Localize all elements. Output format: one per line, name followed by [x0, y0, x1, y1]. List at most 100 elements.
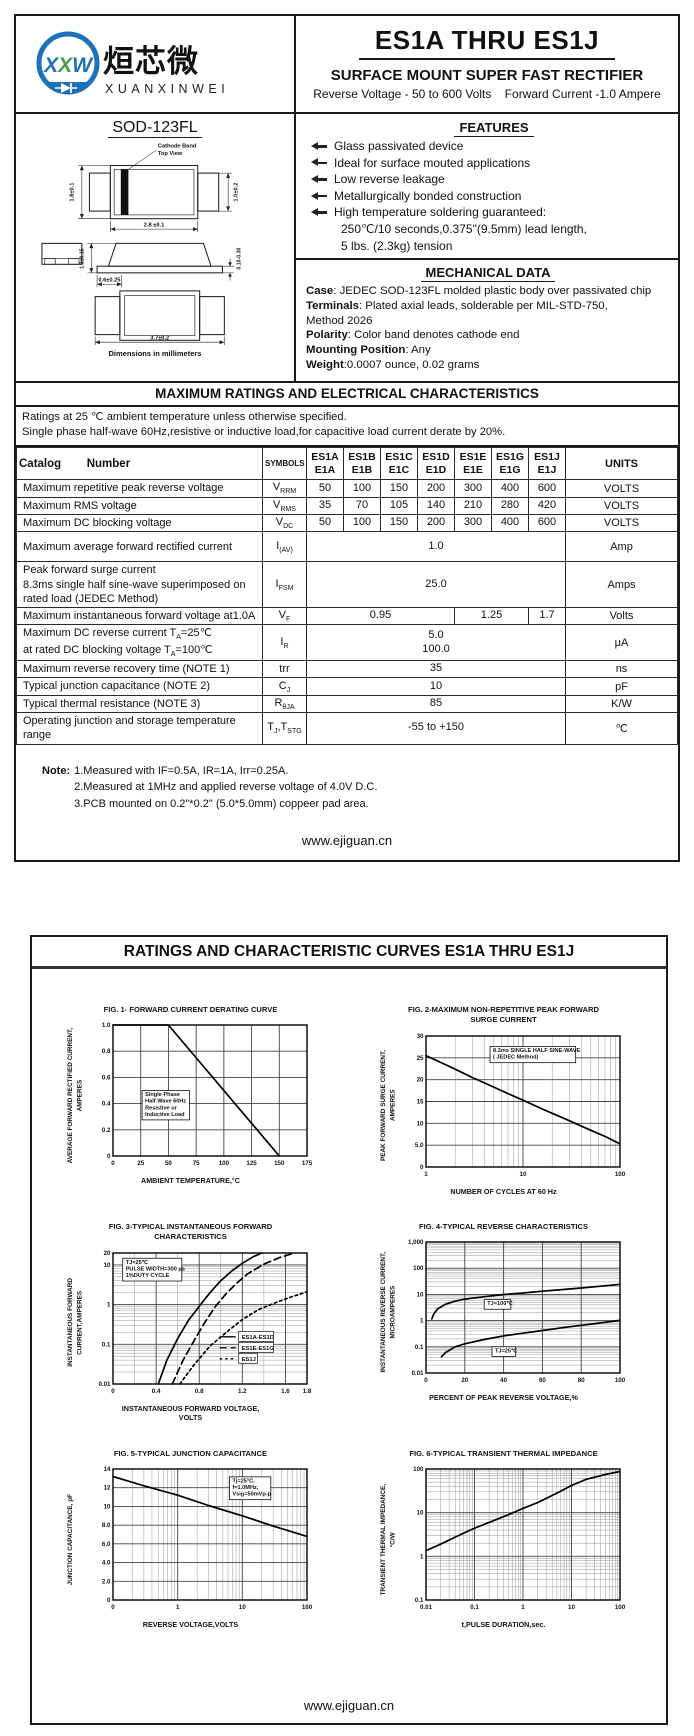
table-row: Maximum reverse recovery time (NOTE 1) tr…	[16, 660, 678, 679]
y-axis-label: PEAK FORWARD SURGE CURRENT, AMPERES	[379, 1049, 397, 1161]
value-cell: 100	[343, 513, 381, 533]
dim-lead-height: 1.0±0.2	[234, 183, 240, 202]
svg-text:100: 100	[614, 1604, 625, 1611]
unit-cell: K/W	[565, 694, 678, 714]
datasheet-page-1: XXW 烜芯微 XUANXINWEI ES1A THRU ES1J SURFAC…	[14, 14, 680, 862]
svg-text:0.8: 0.8	[194, 1388, 203, 1395]
x-axis-label: AMBIENT TEMPERATURE,°C	[141, 1176, 240, 1186]
svg-text:( JEDEC Method): ( JEDEC Method)	[493, 1054, 539, 1060]
figure-title: FIG. 6-TYPICAL TRANSIENT THERMAL IMPEDAN…	[409, 1449, 598, 1459]
svg-text:1: 1	[521, 1604, 525, 1611]
feature-text: 5 lbs. (2.3kg) tension	[341, 238, 453, 253]
symbol-cell: CJ	[262, 677, 307, 696]
unit-cell: μA	[565, 624, 678, 662]
svg-text:8.3ms SINGLE HALF SINE-WAVE: 8.3ms SINGLE HALF SINE-WAVE	[493, 1048, 581, 1054]
device-name: ES1C	[385, 451, 413, 464]
y-axis-label: TRANSIENT THERMAL IMPEDANCE, °C/W	[379, 1483, 397, 1596]
symbol-cell: VRMS	[262, 496, 307, 516]
value-cell: 85	[306, 694, 566, 714]
svg-text:125: 125	[246, 1160, 257, 1167]
device-column-header: ES1A E1A	[306, 447, 344, 481]
symbol-cell: VRRM	[262, 479, 307, 498]
arrow-bullet-icon	[311, 208, 327, 216]
page1-footer-url: www.ejiguan.cn	[301, 833, 393, 848]
mechanical-data-line: Terminals: Plated axial leads, solderabl…	[306, 299, 608, 312]
svg-text:10: 10	[416, 1120, 423, 1127]
svg-text:100: 100	[614, 1171, 625, 1178]
figure-5-typical-junction-capacitance: FIG. 5-TYPICAL JUNCTION CAPACITANCE JUNC…	[36, 1449, 345, 1630]
feature-item: 5 lbs. (2.3kg) tension	[341, 239, 670, 255]
device-column-header: ES1E E1E	[454, 447, 492, 481]
svg-text:150: 150	[274, 1160, 285, 1167]
svg-text:0: 0	[420, 1164, 424, 1171]
svg-text:100: 100	[301, 1604, 312, 1611]
svg-text:14: 14	[103, 1466, 110, 1473]
unit-cell: Amp	[565, 531, 678, 563]
parameter-line: Maximum reverse recovery time (NOTE 1)	[23, 663, 230, 676]
svg-text:5.0: 5.0	[414, 1142, 423, 1149]
svg-text:Tj=25°C,: Tj=25°C,	[232, 1479, 255, 1485]
x-axis-label: INSTANTANEOUS FORWARD VOLTAGE, VOLTS	[121, 1403, 260, 1423]
svg-text:4.0: 4.0	[101, 1560, 110, 1567]
svg-text:0.1: 0.1	[470, 1604, 479, 1611]
y-axis-label: AVERAGE FORWARD RECTIFIED CURRENT, AMPER…	[66, 1027, 84, 1163]
parameter-line: Maximum average forward rectified curren…	[23, 540, 233, 553]
figure-title: FIG. 3-TYPICAL INSTANTANEOUS FORWARD CHA…	[108, 1222, 273, 1242]
parameter-name-cell: Peak forward surge current 8.3ms single h…	[16, 561, 263, 609]
logo-latin-name: XUANXINWEI	[105, 82, 229, 96]
svg-text:0: 0	[111, 1388, 115, 1395]
svg-text:0.4: 0.4	[101, 1101, 110, 1108]
parameter-line: Maximum RMS voltage	[23, 499, 137, 512]
svg-text:Inductive Load: Inductive Load	[145, 1112, 185, 1118]
table-row: Maximum instantaneous forward voltage at…	[16, 607, 678, 626]
parameter-line: at rated DC blocking voltage TA=100℃	[23, 643, 213, 659]
table-row: Maximum DC blocking voltage VDC 50 100 150 20…	[16, 513, 678, 533]
parameter-line: Typical junction capacitance (NOTE 2)	[23, 680, 211, 693]
svg-text:8.0: 8.0	[101, 1523, 110, 1530]
package-name: SOD-123FL	[16, 119, 294, 138]
svg-text:Half Wave 60Hz: Half Wave 60Hz	[145, 1099, 186, 1105]
svg-text:20: 20	[416, 1076, 423, 1083]
unit-cell: Amps	[565, 561, 678, 609]
parameter-name-cell: Maximum instantaneous forward voltage at…	[16, 607, 263, 626]
parameter-line: Peak forward surge current	[23, 564, 156, 577]
feature-item: Ideal for surface mouted applications	[311, 155, 670, 172]
svg-text:100: 100	[413, 1266, 424, 1273]
parameter-name-cell: Typical thermal resistance (NOTE 3)	[16, 694, 263, 714]
parameter-line: Maximum repetitive peak reverse voltage	[23, 482, 224, 495]
notes-list: 1.Measured with IF=0.5A, IR=1A, Irr=0.25…	[74, 763, 377, 813]
chart-fig2: 1 10 100 0 5.0 10 15 20 25 30 8.3ms SINGLE HALF SI…	[414, 1033, 625, 1178]
notes-label: Note:	[42, 764, 71, 777]
figure-4-typical-reverse-characteristics: FIG. 4-TYPICAL REVERSE CHARACTERISTICS I…	[349, 1222, 658, 1423]
svg-text:25: 25	[137, 1160, 144, 1167]
device-column-header: ES1J E1J	[528, 447, 566, 481]
svg-text:80: 80	[577, 1377, 584, 1384]
value-cell: 70	[343, 496, 381, 516]
table-row: Operating junction and storage temperatu…	[16, 712, 678, 745]
table-row: Typical junction capacitance (NOTE 2) CJ 1…	[16, 677, 678, 696]
svg-text:ES1A-ES1D: ES1A-ES1D	[241, 1335, 273, 1341]
symbol-cell: trr	[262, 660, 307, 679]
svg-text:TJ=25℃: TJ=25℃	[125, 1259, 148, 1266]
parameter-line: Typical thermal resistance (NOTE 3)	[23, 697, 201, 710]
svg-text:0.8: 0.8	[101, 1048, 110, 1055]
unit-cell: pF	[565, 677, 678, 696]
units-header: UNITS	[565, 447, 678, 481]
device-column-header: ES1D E1D	[417, 447, 455, 481]
mechanical-data-line: Polarity: Color band denotes cathode end	[306, 329, 520, 342]
part-number-title: ES1A THRU ES1J	[296, 25, 678, 60]
svg-text:20: 20	[103, 1250, 110, 1257]
value-cell: 150	[380, 513, 418, 533]
features-list: Glass passivated device Ideal for surface…	[311, 139, 670, 255]
table-row: Maximum RMS voltage VRMS 35 70 105 140 210 280 4…	[16, 496, 678, 516]
value-cell: 25.0	[306, 561, 566, 609]
datasheet-page-2: RATINGS AND CHARACTERISTIC CURVES ES1A T…	[30, 935, 668, 1725]
svg-text:1: 1	[107, 1301, 111, 1308]
svg-text:0: 0	[111, 1160, 115, 1167]
device-alt-name: E1C	[388, 463, 410, 476]
feature-text: Ideal for surface mouted applications	[334, 155, 531, 170]
mechanical-data-list: Case: JEDEC SOD-123FL molded plastic bod…	[306, 284, 670, 373]
top-view-label: Top View	[158, 151, 183, 157]
catalog-number-header: Catalog Number	[16, 447, 263, 481]
svg-text:TJ=25℃: TJ=25℃	[494, 1348, 517, 1355]
